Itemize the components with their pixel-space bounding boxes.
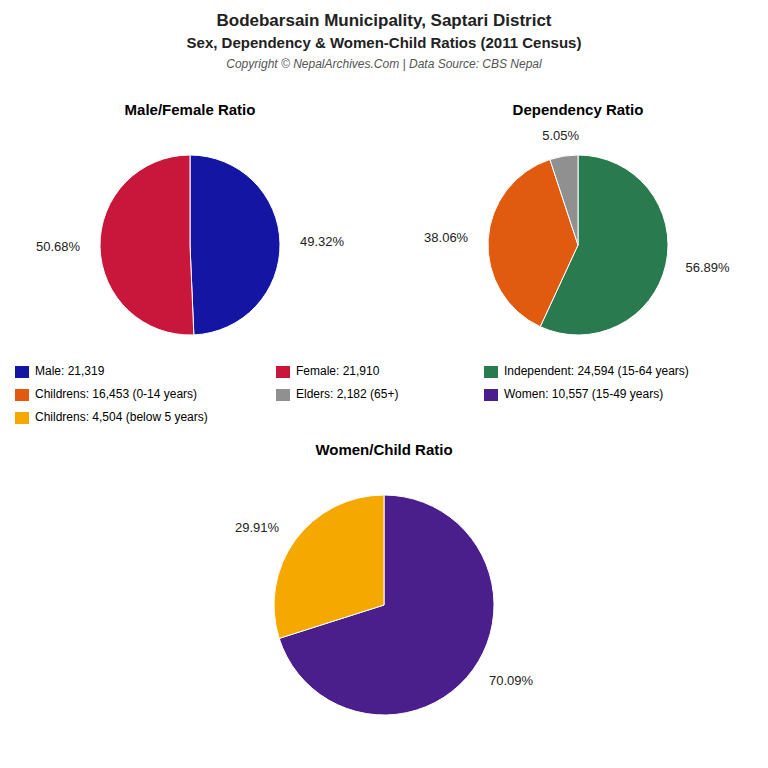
legend-item: Male: 21,319 — [15, 364, 105, 378]
chart-canvas: Bodebarsain Municipality, Saptari Distri… — [0, 0, 768, 768]
data-label: 70.09% — [489, 673, 534, 688]
legend-item: Childrens: 4,504 (below 5 years) — [15, 410, 208, 424]
pie-chart: Male/Female Ratio 49.32% 50.68% — [36, 101, 345, 335]
legend-swatch — [276, 366, 290, 378]
chart-title: Women/Child Ratio — [315, 441, 452, 458]
data-labels: 70.09% 29.91% — [235, 520, 534, 688]
data-label: 5.05% — [542, 128, 579, 143]
figure-title: Bodebarsain Municipality, Saptari Distri… — [216, 11, 551, 30]
pie-chart: Women/Child Ratio 70.09% 29.91% — [235, 441, 534, 715]
data-labels: 49.32% 50.68% — [36, 234, 345, 254]
legend-swatch — [15, 412, 29, 424]
figure-subtitle: Sex, Dependency & Women-Child Ratios (20… — [187, 34, 582, 51]
data-label: 50.68% — [36, 239, 81, 254]
legend-label: Female: 21,910 — [296, 364, 380, 378]
annotation: Copyright © NepalArchives.Com | Data Sou… — [226, 57, 542, 71]
data-label: 38.06% — [424, 230, 469, 245]
pie-slice — [274, 495, 384, 638]
legend-item: Elders: 2,182 (65+) — [276, 387, 398, 401]
data-labels: 56.89% 38.06% 5.05% — [424, 128, 730, 275]
legend-swatch — [484, 366, 498, 378]
legend-item: Childrens: 16,453 (0-14 years) — [15, 387, 197, 401]
pie-slice — [550, 155, 578, 245]
legend-label: Women: 10,557 (15-49 years) — [504, 387, 663, 401]
data-label: 29.91% — [235, 520, 280, 535]
legend-swatch — [484, 389, 498, 401]
legend: Male: 21,319 Female: 21,910 Independent: 2… — [15, 364, 689, 424]
pie-slice — [100, 155, 194, 335]
legend-item: Female: 21,910 — [276, 364, 380, 378]
legend-label: Independent: 24,594 (15-64 years) — [504, 364, 689, 378]
data-label: 56.89% — [685, 260, 730, 275]
legend-swatch — [276, 389, 290, 401]
slices — [488, 155, 668, 335]
legend-swatch — [15, 366, 29, 378]
legend-label: Childrens: 16,453 (0-14 years) — [35, 387, 197, 401]
legend-label: Childrens: 4,504 (below 5 years) — [35, 410, 208, 424]
legend-swatch — [15, 389, 29, 401]
legend-label: Male: 21,319 — [35, 364, 105, 378]
chart-title: Dependency Ratio — [513, 101, 644, 118]
legend-item: Women: 10,557 (15-49 years) — [484, 387, 663, 401]
chart-title: Male/Female Ratio — [125, 101, 256, 118]
slices — [274, 495, 494, 715]
data-label: 49.32% — [300, 234, 345, 249]
legend-item: Independent: 24,594 (15-64 years) — [484, 364, 689, 378]
slices — [100, 155, 280, 335]
legend-label: Elders: 2,182 (65+) — [296, 387, 398, 401]
pie-chart: Dependency Ratio 56.89% 38.06% 5.05% — [424, 101, 730, 335]
pie-slice — [190, 155, 280, 335]
